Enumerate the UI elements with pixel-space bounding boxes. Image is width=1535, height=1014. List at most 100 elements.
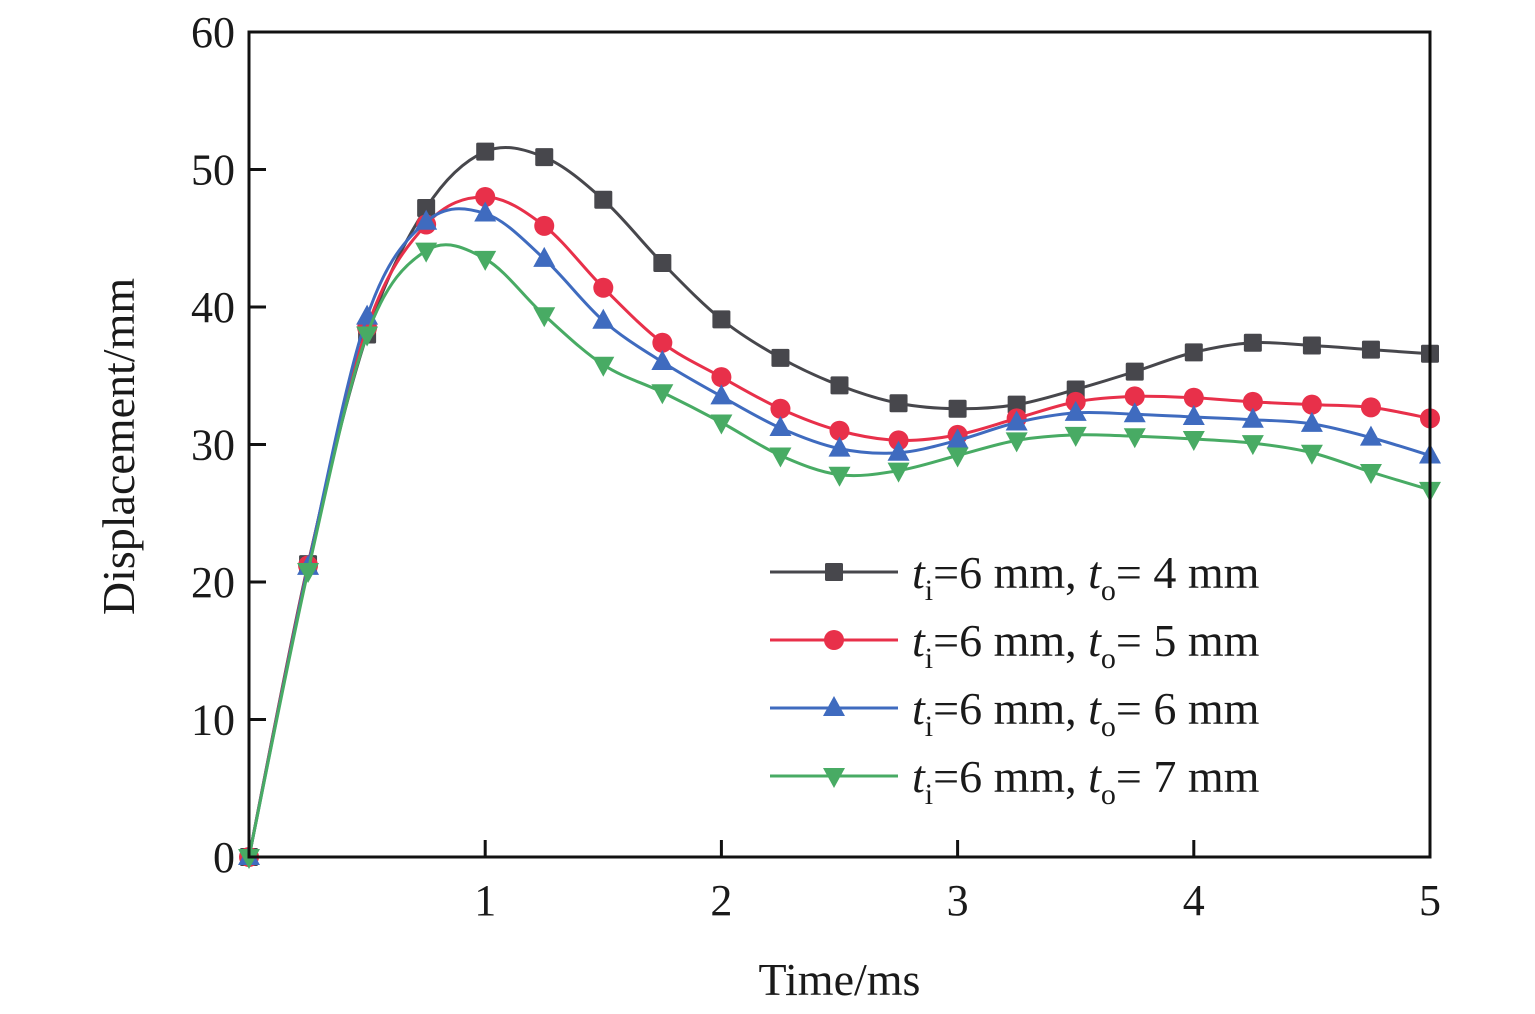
legend-label: ti=6 mm, to= 4 mm [912, 547, 1260, 607]
data-point [1243, 333, 1262, 352]
data-point [535, 148, 554, 167]
data-point [594, 190, 613, 209]
y-tick-label: 60 [191, 8, 235, 57]
data-point [475, 187, 496, 207]
data-point [651, 384, 674, 405]
data-point [946, 447, 969, 468]
y-axis-title: Displacement/mm [93, 278, 144, 615]
legend-label-part: o [1101, 710, 1116, 743]
legend-label-part: i [925, 710, 933, 743]
data-point [887, 440, 910, 461]
data-point [534, 215, 555, 236]
legend-label-part: o [1101, 778, 1116, 811]
legend-label-part: t [1088, 683, 1102, 734]
data-point [1182, 405, 1205, 425]
data-point [476, 142, 495, 161]
data-point [712, 310, 731, 329]
data-point [710, 384, 733, 405]
legend-marker [825, 563, 843, 581]
legend-label-part: =6 mm, [933, 547, 1088, 598]
legend-label-part: = 7 mm [1116, 751, 1260, 802]
data-point [1300, 444, 1323, 465]
data-point [711, 367, 732, 388]
legend-label-part: t [912, 547, 926, 598]
data-point [297, 563, 320, 583]
data-point [828, 466, 851, 487]
legend-label-part: t [1088, 751, 1102, 802]
series-3 [238, 201, 1441, 865]
data-point [238, 849, 260, 869]
legend-item: ti=6 mm, to= 5 mm [770, 615, 1260, 675]
legend-marker [823, 768, 845, 788]
data-point [474, 250, 497, 271]
x-axis-title: Time/ms [759, 954, 921, 1005]
data-point [769, 447, 792, 468]
legend-item: ti=6 mm, to= 4 mm [770, 547, 1260, 607]
legend-label-part: i [925, 574, 933, 607]
legend-label-part: t [912, 615, 926, 666]
ticks-layer: 0 10 20 30 40 50 60 1 2 3 4 5 [191, 8, 1441, 925]
data-point [1007, 395, 1026, 414]
data-point [1005, 432, 1028, 453]
legend-label-part: t [912, 751, 926, 802]
data-point [1359, 425, 1382, 446]
x-tick-label: 3 [947, 876, 969, 925]
x-tick-label: 5 [1419, 876, 1441, 925]
y-tick-label: 50 [191, 146, 235, 195]
y-tick-label: 20 [191, 558, 235, 607]
legend-label-part: = 4 mm [1116, 547, 1260, 598]
legend-item: ti=6 mm, to= 7 mm [770, 751, 1260, 811]
legend-label-part: o [1101, 642, 1116, 675]
data-point [889, 394, 908, 413]
y-tick-label: 40 [191, 283, 235, 332]
data-point [474, 201, 497, 222]
legend-label-part: = 5 mm [1116, 615, 1260, 666]
series-2 [239, 187, 1440, 867]
data-point [533, 246, 556, 267]
data-point [1182, 431, 1205, 451]
legend-label-part: =6 mm, [933, 615, 1088, 666]
y-tick-label: 30 [191, 421, 235, 470]
data-point [887, 462, 910, 483]
data-point [1124, 386, 1145, 407]
data-point [592, 356, 615, 377]
data-point [651, 350, 674, 370]
data-point [415, 209, 438, 230]
legend-item: ti=6 mm, to= 6 mm [770, 683, 1260, 743]
data-point [1064, 426, 1087, 447]
legend-marker [824, 630, 844, 650]
legend-label-part: t [1088, 547, 1102, 598]
legend-label-part: i [925, 778, 933, 811]
data-point [1302, 336, 1321, 355]
legend-marker [823, 696, 845, 716]
x-tick-label: 1 [474, 876, 496, 925]
data-point [1183, 387, 1204, 408]
data-point [948, 399, 967, 418]
data-point [1242, 391, 1263, 412]
data-point [1064, 400, 1087, 421]
data-point [1184, 343, 1203, 362]
data-point [1360, 397, 1381, 418]
data-point [1241, 407, 1264, 428]
legend-label-part: =6 mm, [933, 683, 1088, 734]
legend-label: ti=6 mm, to= 6 mm [912, 683, 1260, 743]
legend-label-part: i [925, 642, 933, 675]
data-point [829, 420, 850, 441]
data-point [652, 332, 673, 353]
data-point [417, 199, 436, 217]
data-point [770, 398, 791, 419]
series-layer [238, 142, 1441, 869]
data-point [592, 308, 615, 329]
y-tick-label: 0 [213, 833, 235, 882]
legend-label-part: t [1088, 615, 1102, 666]
legend-label-part: t [912, 683, 926, 734]
data-point [533, 307, 556, 328]
x-tick-label: 2 [710, 876, 732, 925]
legend-label-part: = 6 mm [1116, 683, 1260, 734]
data-point [356, 326, 379, 347]
data-point [1005, 410, 1028, 431]
data-point [830, 376, 849, 395]
data-point [1361, 340, 1380, 359]
legend-label: ti=6 mm, to= 7 mm [912, 751, 1260, 811]
